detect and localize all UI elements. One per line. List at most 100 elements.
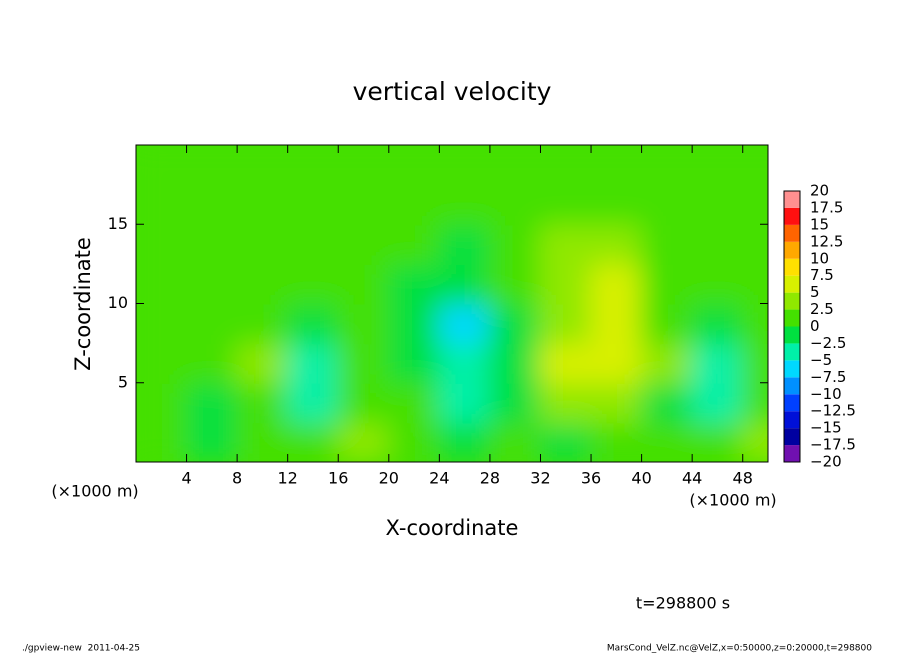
field-cell: [438, 262, 491, 305]
field-cell: [286, 421, 340, 462]
x-tick-label: 36: [581, 469, 601, 488]
field-cell: [136, 302, 188, 345]
field-cell: [488, 262, 542, 305]
x-tick-label: 12: [278, 469, 298, 488]
colorbar-label: 15: [810, 215, 829, 233]
field-cell: [337, 262, 390, 305]
colorbar-label: −12.5: [810, 402, 856, 420]
footer-left: ./gpview-new 2011-04-25: [22, 644, 140, 654]
field-cell: [185, 421, 239, 462]
chart-title: vertical velocity: [353, 77, 552, 106]
field-cell: [438, 421, 491, 462]
field-cell: [438, 183, 491, 226]
field-cell: [185, 183, 239, 226]
field-cell: [337, 223, 390, 265]
field-cell: [590, 183, 643, 226]
field-cell: [337, 421, 390, 462]
time-label: t=298800 s: [636, 594, 730, 613]
field-cell: [640, 223, 694, 265]
field-cell: [136, 145, 188, 186]
field-cell: [640, 145, 694, 186]
field-cell: [640, 421, 694, 462]
field-cell: [539, 183, 593, 226]
field-cell: [236, 262, 289, 305]
field-cell: [590, 145, 643, 186]
field-cell: [539, 145, 593, 186]
field-cell: [539, 342, 593, 384]
field-cell: [741, 342, 768, 384]
field-cells: [136, 145, 768, 462]
field-cell: [387, 223, 441, 265]
colorbar-box: [784, 428, 800, 446]
colorbar-label: 20: [810, 182, 829, 200]
field-cell: [640, 302, 694, 345]
colorbar-box: [784, 224, 800, 242]
field-cell: [136, 421, 188, 462]
x-tick-label: 44: [682, 469, 702, 488]
field-cell: [741, 223, 768, 265]
field-cell: [236, 145, 289, 186]
field-cell: [185, 302, 239, 345]
field-cell: [640, 262, 694, 305]
field-cell: [185, 262, 239, 305]
x-axis-label: X-coordinate: [386, 516, 519, 540]
field-cell: [691, 342, 744, 384]
field-cell: [185, 145, 239, 186]
field-cell: [488, 421, 542, 462]
field-cell: [286, 223, 340, 265]
field-cell: [136, 262, 188, 305]
colorbar-label: −15: [810, 419, 842, 437]
x-tick-label: 24: [429, 469, 449, 488]
field-cell: [236, 223, 289, 265]
colorbar-box: [784, 445, 800, 462]
field-cell: [438, 223, 491, 265]
footer-right: MarsCond_VelZ.nc@VelZ,x=0:50000,z=0:2000…: [607, 644, 872, 654]
y-tick-label: 10: [108, 293, 128, 312]
field-cell: [136, 183, 188, 226]
colorbar-box: [784, 207, 800, 225]
colorbar-box: [784, 411, 800, 429]
field-cell: [741, 302, 768, 345]
field-cell: [691, 183, 744, 226]
field-cell: [286, 262, 340, 305]
field-cell: [640, 342, 694, 384]
field-cell: [590, 421, 643, 462]
field-cell: [488, 145, 542, 186]
colorbar-box: [784, 377, 800, 395]
field-cell: [286, 381, 340, 424]
colorbar-box: [784, 292, 800, 310]
field-cell: [691, 302, 744, 345]
plot-area: [136, 145, 768, 462]
field-cell: [337, 183, 390, 226]
colorbar-box: [784, 326, 800, 344]
field-cell: [337, 342, 390, 384]
colorbar-label: −10: [810, 385, 842, 403]
field-cell: [539, 223, 593, 265]
field-cell: [387, 381, 441, 424]
field-cell: [337, 381, 390, 424]
x-tick-label: 32: [530, 469, 550, 488]
field-cell: [387, 421, 441, 462]
x-tick-label: 4: [181, 469, 191, 488]
field-cell: [539, 302, 593, 345]
field-cell: [590, 381, 643, 424]
field-cell: [741, 421, 768, 462]
field-cell: [640, 381, 694, 424]
field-cell: [387, 183, 441, 226]
field-cell: [691, 145, 744, 186]
field-cell: [286, 342, 340, 384]
field-cell: [691, 262, 744, 305]
field-cell: [590, 262, 643, 305]
colorbar-label: 7.5: [810, 266, 834, 284]
field-cell: [236, 381, 289, 424]
field-cell: [185, 381, 239, 424]
field-cell: [691, 223, 744, 265]
field-cell: [488, 342, 542, 384]
field-cell: [741, 183, 768, 226]
x-tick-label: 28: [480, 469, 500, 488]
field-cell: [741, 145, 768, 186]
colorbar-box: [784, 275, 800, 293]
field-cell: [488, 183, 542, 226]
field-cell: [438, 302, 491, 345]
field-cell: [236, 342, 289, 384]
